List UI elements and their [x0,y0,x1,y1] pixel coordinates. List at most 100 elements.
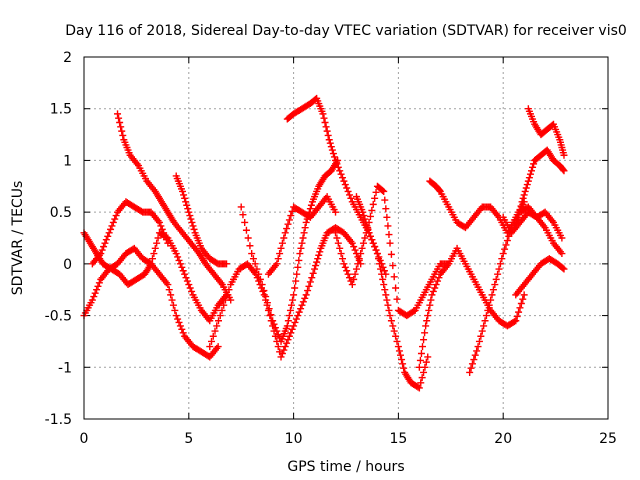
data-point [359,208,367,216]
data-point [530,160,538,168]
data-point [559,264,567,272]
data-point [510,318,518,326]
data-point [274,343,282,351]
data-point [91,289,99,297]
data-point [361,215,369,223]
data-point [288,301,296,309]
data-point [515,308,523,316]
data-point [517,300,525,308]
series-track-k [352,193,432,392]
data-point [287,212,295,220]
data-point [285,332,293,340]
data-point [119,131,127,139]
data-point [111,215,119,223]
data-point [290,291,298,299]
data-point [281,229,289,237]
y-tick-label: 1.5 [50,102,72,118]
x-tick-label: 20 [494,431,512,447]
data-point [304,287,312,295]
y-tick-label: -1 [58,360,72,376]
data-point [350,243,358,251]
data-point [351,246,359,254]
data-point [216,312,224,320]
data-point [320,114,328,122]
data-point [330,153,338,161]
data-point [512,317,520,325]
data-point [359,239,367,247]
data-point [387,317,395,325]
data-point [88,296,96,304]
data-point [298,239,306,247]
data-point [182,198,190,206]
data-point [329,150,337,158]
data-point [425,306,433,314]
data-point [396,351,404,359]
data-point [341,263,349,271]
data-point [332,208,340,216]
data-point [324,131,332,139]
data-point [422,358,430,366]
data-point [178,325,186,333]
data-point [519,295,527,303]
data-point [322,123,330,131]
data-point [522,184,530,192]
series-track-c [88,198,172,268]
data-point [384,222,392,230]
data-point [513,312,521,320]
data-point [172,312,180,320]
data-point [332,229,340,237]
data-point [343,267,351,275]
y-tick-labels: -1.5 -1 -0.5 0 0.5 1 1.5 2 [45,50,72,428]
data-point [385,231,393,239]
data-point [292,315,300,323]
data-point [489,286,497,294]
data-point [339,255,347,263]
data-point [299,234,307,242]
data-point [292,277,300,285]
data-point [314,255,322,263]
data-point [392,284,400,292]
data-point [301,294,309,302]
data-point [517,202,525,210]
data-point [325,136,333,144]
data-point [178,263,186,271]
data-point [488,291,496,299]
data-point [306,205,314,213]
data-point [364,225,372,233]
data-point [560,151,568,159]
data-point [429,287,437,295]
data-point [165,286,173,294]
data-point [332,156,340,164]
data-point [526,170,534,178]
data-point [492,275,500,283]
data-point [499,250,507,258]
data-point [525,174,533,182]
data-point [211,327,219,335]
data-point [293,270,301,278]
data-point [518,198,526,206]
data-point [516,206,524,214]
series-track-r [499,208,566,242]
data-point [363,222,371,230]
data-point [276,250,284,258]
data-point [174,315,182,323]
data-point [213,322,221,330]
data-point [284,317,292,325]
data-point [494,270,502,278]
data-point [416,356,424,364]
data-point [274,331,282,339]
y-tick-label: -0.5 [45,309,72,325]
data-point [208,337,216,345]
data-point [394,343,402,351]
data-point [337,250,345,258]
data-point [301,224,309,232]
data-point [188,218,196,226]
data-point [478,327,486,335]
data-point [415,363,423,371]
data-point [183,277,191,285]
series-track-h [264,193,340,278]
data-point [154,234,162,242]
data-point [274,255,282,263]
data-point [153,239,161,247]
